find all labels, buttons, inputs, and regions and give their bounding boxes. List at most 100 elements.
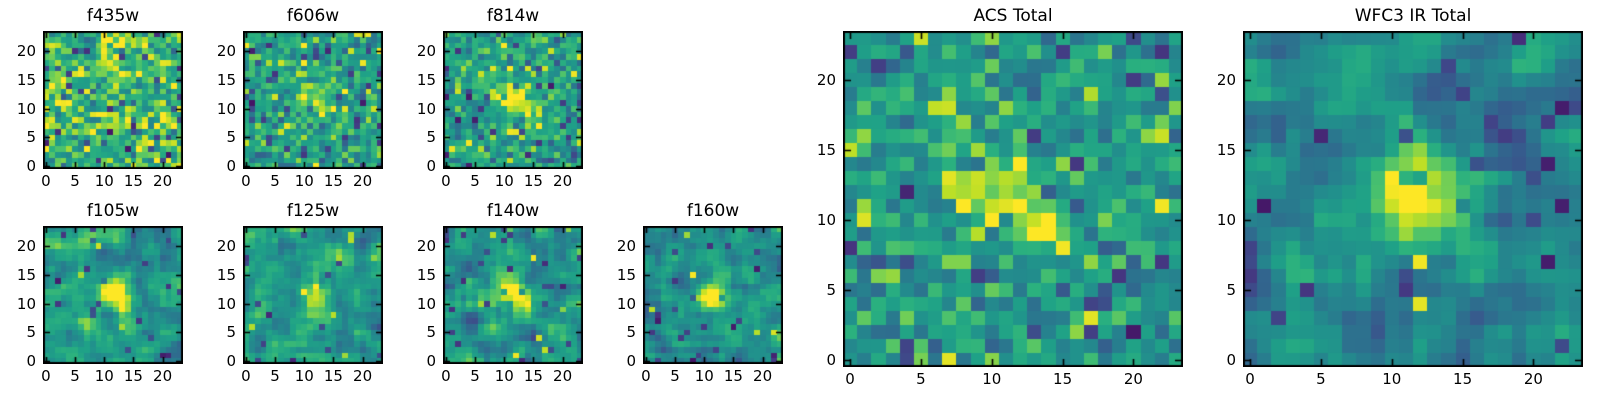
x-tick-label: 15 xyxy=(1453,370,1473,388)
x-tick-label: 0 xyxy=(241,172,251,190)
y-tick-label: 0 xyxy=(1226,351,1236,369)
heatmap-canvas-f160w xyxy=(643,226,783,364)
heatmap-canvas-f814w xyxy=(443,31,583,169)
x-tick-label: 20 xyxy=(153,367,173,385)
axes-f105w xyxy=(43,226,183,364)
y-tick-label: 5 xyxy=(626,323,636,342)
y-tick-label: 20 xyxy=(616,237,636,256)
y-tick-label: 20 xyxy=(216,42,236,61)
x-tick-label: 0 xyxy=(41,172,51,190)
x-tick-label: 0 xyxy=(41,367,51,385)
panel-title: f606w xyxy=(286,6,340,26)
x-tick-label: 5 xyxy=(70,367,80,385)
x-tick-label: 10 xyxy=(982,370,1002,388)
x-tick-label: 15 xyxy=(323,367,343,385)
y-tick-label: 0 xyxy=(226,352,236,371)
y-tick-label: 10 xyxy=(216,294,236,313)
axes-f814w xyxy=(443,31,583,169)
y-tick-label: 20 xyxy=(216,237,236,256)
y-tick-label: 15 xyxy=(216,265,236,284)
x-tick-label: 5 xyxy=(270,367,280,385)
y-tick-label: 20 xyxy=(416,42,436,61)
y-tick-label: 15 xyxy=(416,265,436,284)
y-tick-label: 5 xyxy=(1226,281,1236,299)
panel-title: WFC3 IR Total xyxy=(1354,6,1472,26)
x-tick-label: 5 xyxy=(1316,370,1326,388)
y-tick-label: 10 xyxy=(16,294,36,313)
x-tick-label: 5 xyxy=(916,370,926,388)
heatmap-canvas-acs-total xyxy=(843,31,1183,367)
y-tick-label: 0 xyxy=(426,157,436,176)
x-tick-label: 10 xyxy=(494,172,514,190)
x-tick-label: 0 xyxy=(441,367,451,385)
y-tick-label: 0 xyxy=(426,352,436,371)
x-tick-label: 0 xyxy=(441,172,451,190)
y-tick-label: 10 xyxy=(416,294,436,313)
y-tick-label: 15 xyxy=(1216,141,1236,159)
heatmap-canvas-f140w xyxy=(443,226,583,364)
y-tick-label: 20 xyxy=(416,237,436,256)
panel-title: f140w xyxy=(486,201,540,221)
panel-title: f160w xyxy=(686,201,740,221)
x-tick-label: 5 xyxy=(70,172,80,190)
axes-f160w xyxy=(643,226,783,364)
x-tick-label: 10 xyxy=(94,172,114,190)
y-tick-label: 15 xyxy=(216,70,236,89)
y-tick-label: 10 xyxy=(616,294,636,313)
x-tick-label: 20 xyxy=(153,172,173,190)
x-tick-label: 20 xyxy=(553,172,573,190)
panel-title: ACS Total xyxy=(973,6,1053,26)
y-tick-label: 15 xyxy=(616,265,636,284)
x-tick-label: 15 xyxy=(1053,370,1073,388)
x-tick-label: 10 xyxy=(294,367,314,385)
x-tick-label: 10 xyxy=(294,172,314,190)
heatmap-canvas-f105w xyxy=(43,226,183,364)
panel-title: f435w xyxy=(86,6,140,26)
axes-wfc3-ir-total xyxy=(1243,31,1583,367)
x-tick-label: 5 xyxy=(470,367,480,385)
y-tick-label: 20 xyxy=(1216,71,1236,89)
y-tick-label: 5 xyxy=(226,128,236,147)
x-tick-label: 5 xyxy=(270,172,280,190)
y-tick-label: 15 xyxy=(416,70,436,89)
y-tick-label: 20 xyxy=(16,237,36,256)
panel-title: f125w xyxy=(286,201,340,221)
x-tick-label: 0 xyxy=(1245,370,1255,388)
x-tick-label: 5 xyxy=(670,367,680,385)
y-tick-label: 15 xyxy=(16,70,36,89)
y-tick-label: 5 xyxy=(426,128,436,147)
y-tick-label: 20 xyxy=(16,42,36,61)
y-tick-label: 5 xyxy=(426,323,436,342)
x-tick-label: 20 xyxy=(1123,370,1143,388)
x-tick-label: 10 xyxy=(694,367,714,385)
y-tick-label: 10 xyxy=(816,211,836,229)
axes-f125w xyxy=(243,226,383,364)
x-tick-label: 15 xyxy=(523,367,543,385)
heatmap-canvas-wfc3-ir-total xyxy=(1243,31,1583,367)
y-tick-label: 15 xyxy=(816,141,836,159)
x-tick-label: 0 xyxy=(641,367,651,385)
y-tick-label: 0 xyxy=(826,351,836,369)
x-tick-label: 15 xyxy=(123,367,143,385)
x-tick-label: 0 xyxy=(845,370,855,388)
y-tick-label: 15 xyxy=(16,265,36,284)
y-tick-label: 0 xyxy=(626,352,636,371)
x-tick-label: 15 xyxy=(123,172,143,190)
x-tick-label: 10 xyxy=(494,367,514,385)
axes-f140w xyxy=(443,226,583,364)
y-tick-label: 20 xyxy=(816,71,836,89)
x-tick-label: 15 xyxy=(523,172,543,190)
x-tick-label: 5 xyxy=(470,172,480,190)
y-tick-label: 5 xyxy=(26,323,36,342)
x-tick-label: 10 xyxy=(94,367,114,385)
heatmap-canvas-f125w xyxy=(243,226,383,364)
x-tick-label: 20 xyxy=(353,172,373,190)
y-tick-label: 10 xyxy=(1216,211,1236,229)
axes-acs-total xyxy=(843,31,1183,367)
axes-f435w xyxy=(43,31,183,169)
heatmap-canvas-f606w xyxy=(243,31,383,169)
x-tick-label: 20 xyxy=(553,367,573,385)
y-tick-label: 5 xyxy=(26,128,36,147)
y-tick-label: 5 xyxy=(826,281,836,299)
